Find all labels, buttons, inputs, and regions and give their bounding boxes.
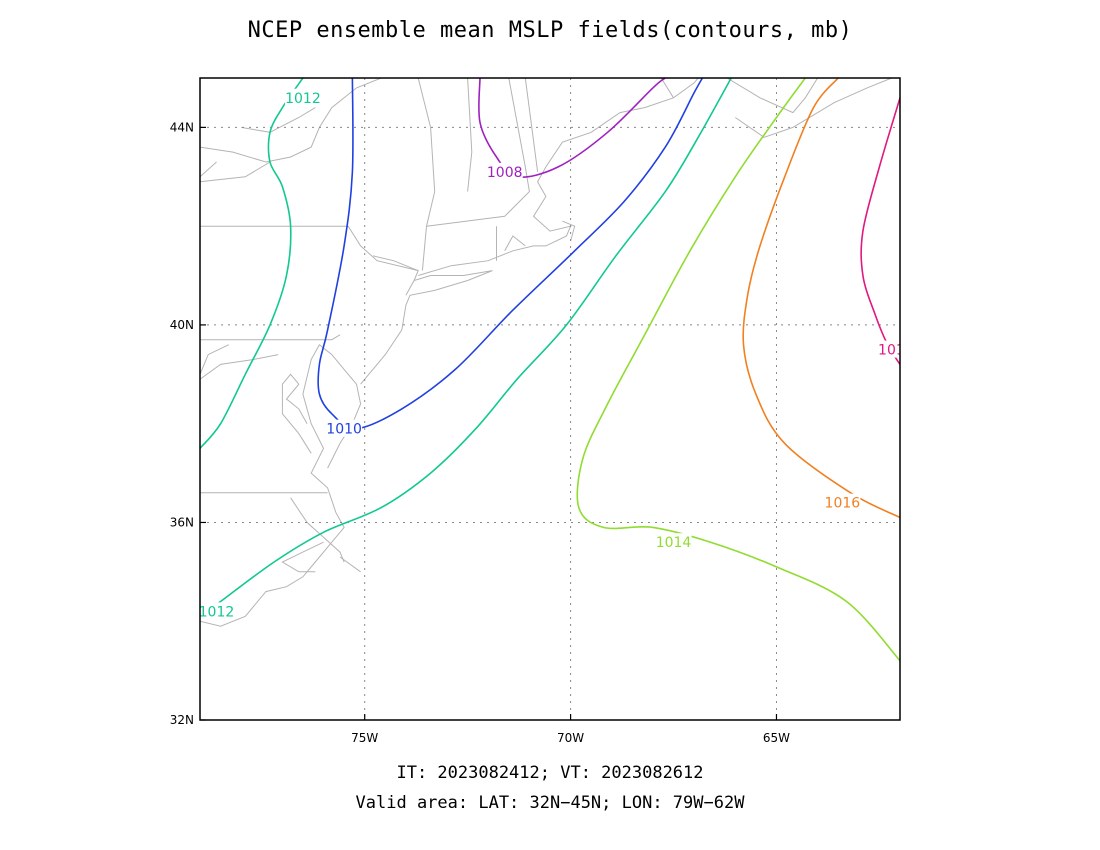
coastline-segment (200, 344, 230, 375)
coastline-segment (418, 78, 699, 276)
coastline-segment (339, 556, 361, 573)
contour-label-1016: 1016 (825, 496, 861, 512)
contour-line-1018 (860, 97, 900, 365)
coastline-segment (281, 541, 324, 573)
contour-line-1014 (576, 78, 900, 662)
coastline-segment (290, 497, 345, 563)
contour-1010: 1010 (317, 78, 704, 438)
coastline-segment (735, 78, 892, 138)
coastline-segment (200, 225, 419, 272)
contour-1008: 1008 (478, 78, 666, 181)
contour-label-1014: 1014 (656, 535, 692, 551)
contour-label-1012: 1012 (199, 604, 235, 620)
coastline-segment (241, 107, 316, 133)
coastline-segment (281, 373, 312, 454)
x-tick-label: 70W (557, 731, 584, 745)
coastline-segment (467, 78, 473, 192)
coastline-segment (200, 161, 271, 183)
coastline-segment (200, 343, 362, 627)
coastline-segment (200, 354, 279, 380)
contour-label-bg (200, 602, 235, 620)
contour-label-1010: 1010 (326, 422, 362, 438)
contour-layer: 1008 1010 1012 1012 1014 1016 1018 (199, 78, 914, 662)
contour-1012: 1012 1012 (199, 78, 732, 620)
coastline-segment (417, 78, 436, 271)
grid-layer (200, 78, 900, 720)
contour-1016: 1016 (742, 78, 900, 519)
plot-frame (199, 77, 901, 721)
contour-label-bg (284, 88, 321, 106)
coastline-segment (660, 78, 674, 99)
x-tick-label: 75W (351, 731, 378, 745)
contour-label-bg (655, 533, 692, 551)
coastline-segment (200, 161, 217, 178)
coastline-segment (200, 78, 382, 163)
coastline-layer (200, 78, 892, 627)
coastline-segment (524, 78, 539, 172)
y-tick-label: 36N (170, 515, 194, 529)
contour-label-1008: 1008 (487, 165, 523, 181)
contour-line-1016 (742, 78, 900, 519)
coastline-segment (504, 235, 526, 252)
contour-label-1018: 1018 (878, 343, 914, 359)
coastline-segment (372, 255, 419, 296)
footer-time-info: IT: 2023082412; VT: 2023082612 (396, 763, 704, 783)
y-tick-label: 44N (170, 120, 194, 134)
coastline-segment (360, 270, 493, 385)
coastline-segment (726, 78, 819, 114)
y-tick-label: 40N (170, 318, 194, 332)
contour-1018: 1018 (860, 97, 914, 365)
coastline-segment (426, 78, 530, 227)
contour-label-bg (877, 340, 900, 358)
contour-line-1008 (478, 78, 666, 178)
contour-label-bg (824, 493, 861, 511)
contour-label-bg (326, 419, 363, 437)
contour-1014: 1014 (576, 78, 900, 662)
axis-ticks: 75W 70W 65W 44N 40N 36N 32N (170, 120, 790, 745)
contour-label-bg (486, 162, 523, 180)
y-tick-label: 32N (170, 713, 194, 727)
contour-line-1012 (200, 78, 732, 617)
contour-line-1010 (317, 78, 704, 430)
coastline-segment (562, 220, 576, 242)
contour-label-1012: 1012 (285, 91, 321, 107)
contour-line-1012 (200, 78, 304, 449)
chart-title: NCEP ensemble mean MSLP fields(contours,… (247, 18, 853, 43)
x-tick-label: 65W (763, 731, 790, 745)
footer-area-info: Valid area: LAT: 32N−45N; LON: 79W−62W (355, 793, 745, 813)
coastline-segment (200, 334, 341, 341)
